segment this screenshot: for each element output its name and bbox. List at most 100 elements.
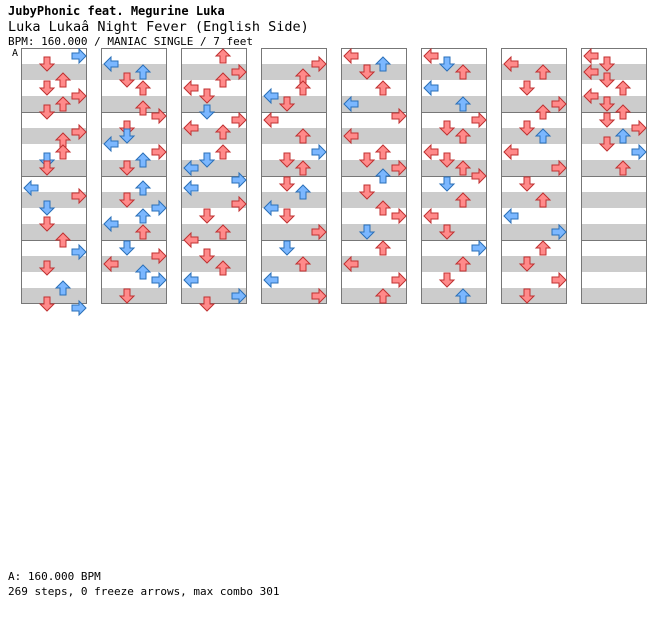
beat-stripe (261, 192, 327, 208)
beat-stripe (181, 256, 247, 272)
step-arrow-up (375, 144, 391, 160)
beat-stripe (181, 224, 247, 240)
beat-stripe (261, 64, 327, 80)
step-arrow-up (615, 80, 631, 96)
step-arrow-down (519, 80, 535, 96)
chart-column (581, 48, 647, 304)
step-arrow-right (551, 272, 567, 288)
beat-stripe (501, 128, 567, 144)
step-arrow-left (423, 208, 439, 224)
step-arrow-right (151, 144, 167, 160)
step-arrow-left (583, 48, 599, 64)
beat-stripe (21, 224, 87, 240)
beat-stripe (421, 256, 487, 272)
step-arrow-right (471, 240, 487, 256)
chart-column (21, 48, 87, 304)
beat-stripe (421, 288, 487, 304)
chart-column (101, 48, 167, 304)
step-stats: 269 steps, 0 freeze arrows, max combo 30… (8, 585, 280, 598)
step-arrow-down (279, 240, 295, 256)
step-arrow-down (599, 112, 615, 128)
step-arrow-up (215, 144, 231, 160)
chart-column (181, 48, 247, 304)
beat-stripe (341, 256, 407, 272)
step-arrow-up (135, 80, 151, 96)
beat-stripe (501, 192, 567, 208)
step-arrow-left (183, 80, 199, 96)
beat-stripe (21, 128, 87, 144)
beat-stripe (261, 224, 327, 240)
beat-stripe (581, 288, 647, 304)
beat-stripe (581, 128, 647, 144)
step-arrow-down (439, 176, 455, 192)
step-arrow-right (391, 208, 407, 224)
step-arrow-up (295, 80, 311, 96)
step-arrow-right (151, 272, 167, 288)
step-arrow-left (423, 48, 439, 64)
step-arrow-left (423, 80, 439, 96)
beat-stripe (21, 192, 87, 208)
step-arrow-right (391, 272, 407, 288)
step-arrow-up (375, 240, 391, 256)
chart-column (261, 48, 327, 304)
step-arrow-right (471, 112, 487, 128)
beat-stripe (421, 128, 487, 144)
beat-stripe (581, 160, 647, 176)
step-arrow-up (215, 48, 231, 64)
bpm-summary: A: 160.000 BPM (8, 570, 101, 583)
chart-meta: BPM: 160.000 / MANIAC SINGLE / 7 feet (8, 35, 254, 48)
beat-stripe (341, 128, 407, 144)
beat-stripe (21, 96, 87, 112)
step-arrow-down (279, 176, 295, 192)
beat-stripe (501, 64, 567, 80)
step-arrow-left (423, 144, 439, 160)
step-arrow-down (439, 272, 455, 288)
step-arrow-up (135, 208, 151, 224)
beat-stripe (341, 160, 407, 176)
beat-stripe (21, 256, 87, 272)
beat-stripe (341, 96, 407, 112)
step-arrow-down (279, 208, 295, 224)
beat-stripe (501, 160, 567, 176)
step-arrow-left (503, 208, 519, 224)
beat-stripe (261, 288, 327, 304)
beat-stripe (581, 256, 647, 272)
beat-stripe (501, 224, 567, 240)
bpm-marker: A (12, 48, 19, 59)
song-title: Luka Lukaâ Night Fever (English Side) (8, 19, 309, 35)
step-arrow-right (71, 48, 87, 64)
step-arrow-down (119, 240, 135, 256)
beat-stripe (261, 160, 327, 176)
beat-stripe (581, 64, 647, 80)
beat-stripe (101, 64, 167, 80)
chart-column (501, 48, 567, 304)
beat-stripe (421, 192, 487, 208)
step-arrow-down (39, 80, 55, 96)
beat-stripe (101, 256, 167, 272)
beat-stripe (341, 192, 407, 208)
beat-stripe (181, 288, 247, 304)
beat-stripe (181, 96, 247, 112)
beat-stripe (181, 128, 247, 144)
step-arrow-left (343, 48, 359, 64)
beat-stripe (181, 192, 247, 208)
beat-stripe (341, 288, 407, 304)
beat-stripe (181, 160, 247, 176)
song-artist: JubyPhonic feat. Megurine Luka (8, 4, 225, 18)
beat-stripe (101, 96, 167, 112)
beat-stripe (261, 256, 327, 272)
beat-stripe (261, 128, 327, 144)
step-arrow-right (311, 144, 327, 160)
beat-stripe (421, 96, 487, 112)
step-arrow-left (263, 112, 279, 128)
step-arrow-left (503, 144, 519, 160)
chart-column (341, 48, 407, 304)
step-arrow-left (183, 272, 199, 288)
chart-column (421, 48, 487, 304)
beat-stripe (581, 224, 647, 240)
beat-stripe (21, 288, 87, 304)
step-arrow-right (231, 112, 247, 128)
beat-stripe (421, 160, 487, 176)
beat-stripe (21, 64, 87, 80)
